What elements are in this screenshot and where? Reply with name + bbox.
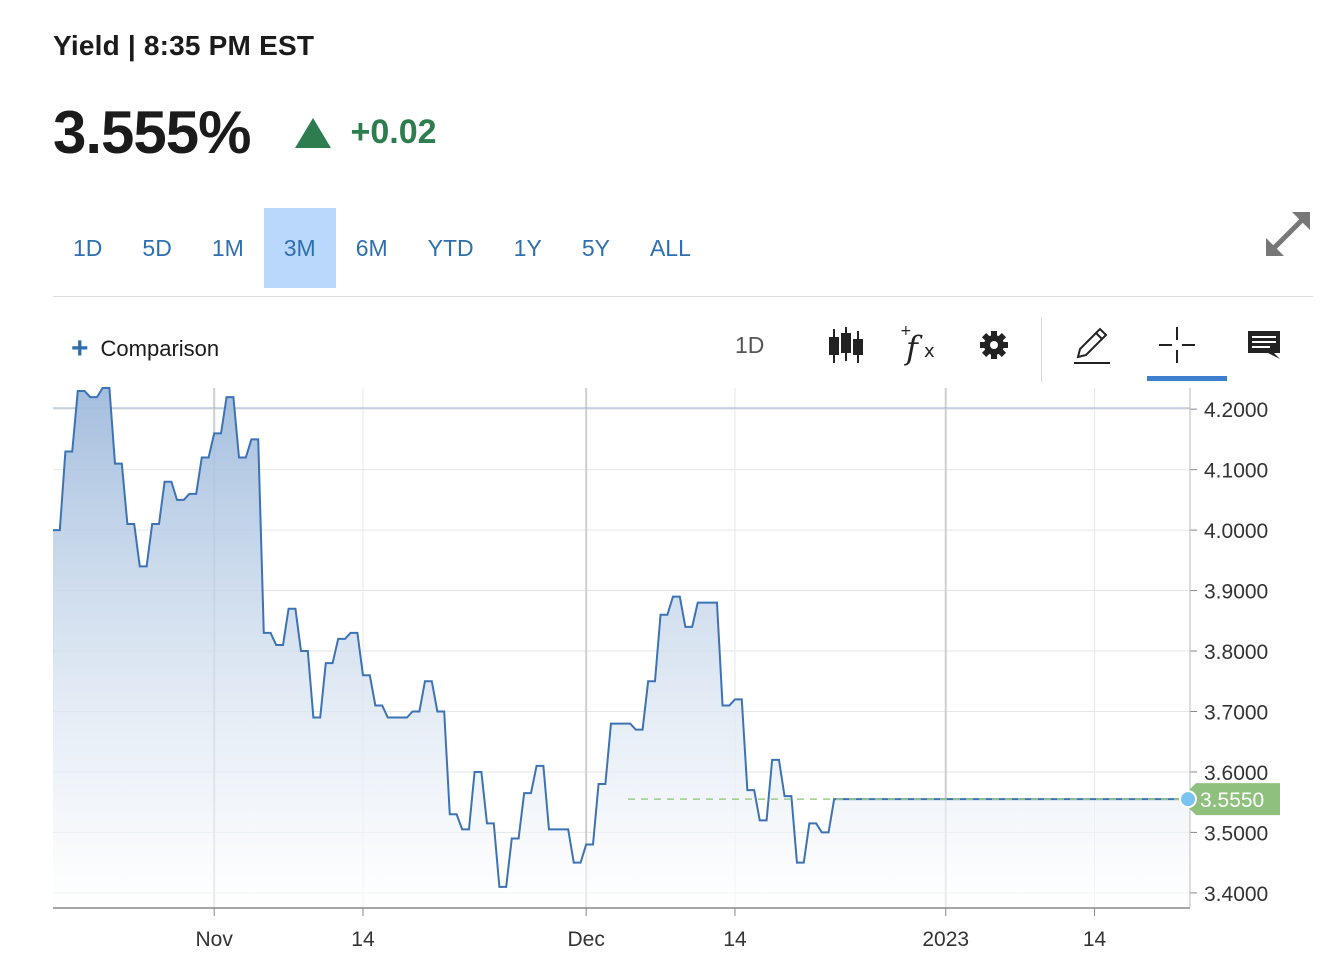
series-area bbox=[53, 388, 1190, 908]
range-ytd[interactable]: YTD bbox=[427, 235, 474, 261]
active-tool-indicator bbox=[1147, 376, 1227, 381]
x-tick-label: Dec bbox=[567, 928, 604, 951]
yield-change: +0.02 bbox=[350, 113, 437, 151]
current-yield: 3.555% bbox=[53, 99, 251, 166]
y-tick-label: 3.7000 bbox=[1204, 701, 1268, 724]
toolbar-separator bbox=[1041, 318, 1042, 382]
plus-icon: + bbox=[71, 332, 89, 365]
comparison-label: Comparison bbox=[100, 336, 220, 361]
candlestick-icon[interactable] bbox=[823, 322, 869, 368]
y-tick-label: 3.4000 bbox=[1204, 883, 1268, 906]
range-all[interactable]: ALL bbox=[649, 235, 691, 261]
y-tick-label: 3.9000 bbox=[1204, 581, 1268, 604]
up-arrow-icon bbox=[294, 117, 331, 148]
last-value-marker bbox=[1179, 790, 1197, 809]
y-tick-label: 3.8000 bbox=[1204, 641, 1268, 664]
pencil-icon[interactable] bbox=[1069, 322, 1115, 368]
expand-icon[interactable] bbox=[1262, 208, 1314, 260]
comparison-button[interactable]: + Comparison bbox=[71, 332, 220, 365]
x-tick-label: 14 bbox=[1083, 928, 1107, 951]
function-icon[interactable]: + f x bbox=[897, 322, 943, 368]
time-range-selector: 1D 5D 1M 3M 6M YTD 1Y 5Y ALL bbox=[53, 208, 711, 288]
series-line bbox=[53, 387, 1190, 888]
y-tick-label: 4.1000 bbox=[1204, 460, 1268, 483]
comment-icon[interactable] bbox=[1241, 322, 1287, 368]
crosshair-icon[interactable] bbox=[1154, 322, 1200, 368]
last-value-label: 3.5550 bbox=[1200, 789, 1264, 812]
range-1m[interactable]: 1M bbox=[211, 235, 244, 261]
interval-selector[interactable]: 1D bbox=[735, 332, 765, 358]
y-tick-label: 3.5000 bbox=[1204, 822, 1268, 845]
y-tick-label: 3.6000 bbox=[1204, 762, 1268, 785]
range-5d[interactable]: 5D bbox=[142, 235, 172, 261]
x-tick-label: 2023 bbox=[922, 928, 969, 951]
quote-summary: 3.555% +0.02 bbox=[53, 98, 437, 167]
header-divider bbox=[53, 296, 1313, 297]
x-tick-label: 14 bbox=[723, 928, 747, 951]
range-3m[interactable]: 3M bbox=[263, 208, 336, 288]
svg-text:x: x bbox=[924, 341, 935, 362]
chart-toolbar: + Comparison 1D + f x bbox=[53, 318, 1313, 382]
svg-text:+: + bbox=[900, 323, 912, 339]
range-6m[interactable]: 6M bbox=[355, 235, 388, 261]
y-tick-label: 4.0000 bbox=[1204, 520, 1268, 543]
x-tick-label: Nov bbox=[196, 928, 234, 951]
gear-icon[interactable] bbox=[971, 322, 1017, 368]
range-1y[interactable]: 1Y bbox=[513, 235, 542, 261]
last-value-tag bbox=[1180, 783, 1280, 816]
chart-title: Yield | 8:35 PM EST bbox=[53, 30, 315, 61]
range-5y[interactable]: 5Y bbox=[581, 235, 610, 261]
x-tick-label: 14 bbox=[351, 928, 375, 951]
range-1d[interactable]: 1D bbox=[73, 235, 103, 261]
y-tick-label: 4.2000 bbox=[1204, 399, 1268, 422]
